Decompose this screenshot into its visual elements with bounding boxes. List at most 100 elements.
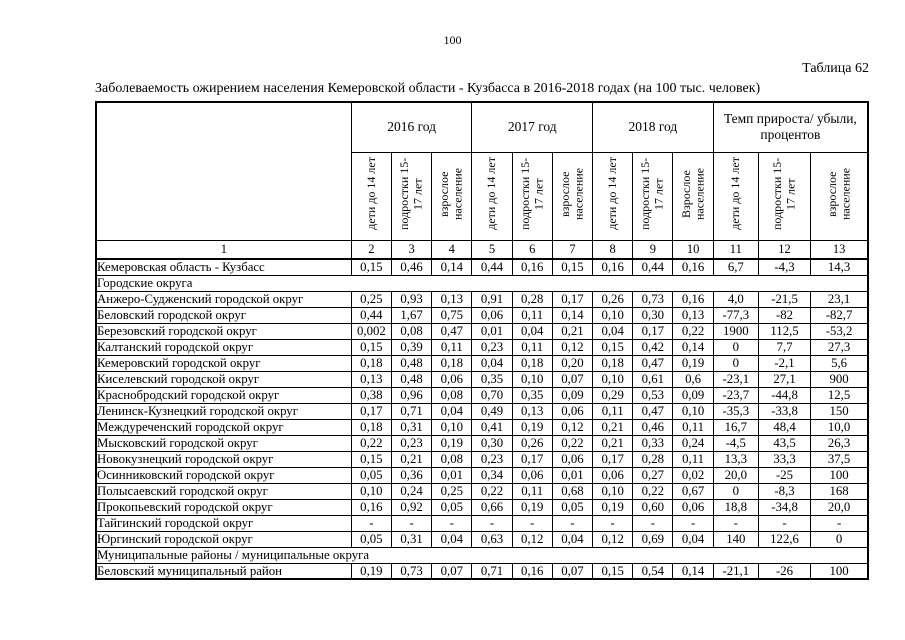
value-cell: 0,05 — [431, 498, 473, 516]
value-cell: 112,5 — [757, 322, 812, 340]
value-cell: 0,71 — [471, 562, 513, 580]
subheader-cell: Взрослое население — [672, 151, 714, 241]
subheader-cell: подростки 15-17 лет — [632, 151, 674, 241]
value-cell: 0,23 — [471, 450, 513, 468]
value-cell: 0,41 — [471, 418, 513, 436]
value-cell: -82 — [757, 306, 812, 324]
column-number-row: 1 2 3 4 5 6 7 8 9 10 11 12 13 — [95, 239, 869, 260]
value-cell: 0,18 — [592, 354, 634, 372]
subheader-teens-2018: подростки 15-17 лет — [638, 157, 666, 230]
subheader-children-2017: дети до 14 лет — [484, 157, 499, 230]
value-cell: 0,39 — [390, 338, 433, 356]
value-cell: 0,09 — [672, 386, 714, 404]
table-caption-number: Таблица 62 — [802, 61, 869, 76]
value-cell: 0,06 — [672, 498, 714, 516]
table-row: Полысаевский городской округ 0,10 0,24 0,25… — [95, 482, 869, 500]
value-cell: 0,47 — [632, 402, 674, 420]
page-number: 100 — [443, 33, 462, 47]
value-cell: 0,48 — [390, 354, 433, 372]
value-cell: 0,15 — [592, 562, 634, 580]
value-cell: 0,18 — [511, 354, 553, 372]
value-cell: 0,38 — [350, 386, 392, 404]
value-cell: 12,5 — [810, 386, 869, 404]
value-cell: 0,06 — [551, 402, 594, 420]
table-row: Кемеровская область - Кузбасс 0,15 0,46 0,1… — [95, 258, 869, 276]
value-cell: 0,06 — [471, 306, 513, 324]
value-cell: 0,21 — [592, 418, 634, 436]
value-cell: 0,18 — [350, 418, 392, 436]
value-cell: 0,01 — [471, 322, 513, 340]
value-cell: 0,08 — [431, 450, 473, 468]
column-number: 8 — [592, 239, 634, 260]
value-cell: 0,12 — [592, 530, 634, 548]
value-cell: -33,8 — [757, 402, 812, 420]
value-cell: -2,1 — [757, 354, 812, 372]
value-cell: 0,6 — [672, 370, 714, 388]
value-cell: 0,01 — [551, 466, 594, 484]
value-cell: 0,26 — [511, 434, 553, 452]
value-cell: 100 — [810, 562, 869, 580]
value-cell: 0,04 — [672, 530, 714, 548]
value-cell: 0,18 — [350, 354, 392, 372]
value-cell: 122,6 — [757, 530, 812, 548]
value-cell: 0,06 — [551, 450, 594, 468]
value-cell: 0,11 — [511, 338, 553, 356]
subheader-cell: взрослое население — [810, 151, 869, 241]
table-row: Новокузнецкий городской округ 0,15 0,21 0,0… — [95, 450, 869, 468]
value-cell: -8,3 — [757, 482, 812, 500]
value-cell: 0,42 — [632, 338, 674, 356]
value-cell: 0,19 — [350, 562, 392, 580]
value-cell: -4,3 — [757, 258, 812, 276]
year-header-2018: 2018 год — [592, 101, 714, 153]
value-cell: 0,15 — [350, 338, 392, 356]
content-area: Таблица 62 Заболеваемость ожирением насе… — [95, 60, 869, 580]
value-cell: 26,3 — [810, 434, 869, 452]
value-cell: 0,10 — [592, 370, 634, 388]
value-cell: 0,10 — [672, 402, 714, 420]
value-cell: 0,75 — [431, 306, 473, 324]
column-number: 3 — [390, 239, 433, 260]
value-cell: -21,1 — [712, 562, 759, 580]
value-cell: 0,60 — [632, 498, 674, 516]
row-label: Беловский муниципальный район — [95, 562, 352, 580]
value-cell: 0,69 — [632, 530, 674, 548]
section-row: Городские округа — [95, 274, 869, 292]
table-row: Юргинский городской округ 0,05 0,31 0,04 0,6… — [95, 530, 869, 548]
value-cell: 0,10 — [350, 482, 392, 500]
value-cell: 0,14 — [672, 562, 714, 580]
value-cell: 0,06 — [592, 466, 634, 484]
value-cell: 0 — [712, 338, 759, 356]
value-cell: -23,7 — [712, 386, 759, 404]
value-cell: 0,05 — [551, 498, 594, 516]
value-cell: 27,1 — [757, 370, 812, 388]
value-cell: 0,29 — [592, 386, 634, 404]
value-cell: 0,17 — [592, 450, 634, 468]
value-cell: 0,22 — [632, 482, 674, 500]
row-label: Тайгинский городской округ — [95, 514, 352, 532]
value-cell: 0,21 — [592, 434, 634, 452]
value-cell: 0,44 — [471, 258, 513, 276]
value-cell: 0,17 — [632, 322, 674, 340]
value-cell: 0,19 — [672, 354, 714, 372]
value-cell: -35,3 — [712, 402, 759, 420]
column-number: 12 — [757, 239, 812, 260]
row-label: Ленинск-Кузнецкий городской округ — [95, 402, 352, 420]
subheader-cell: подростки 15-17 лет — [390, 151, 433, 241]
value-cell: 0,24 — [672, 434, 714, 452]
value-cell: 0,67 — [672, 482, 714, 500]
table-body: Кемеровская область - Кузбасс 0,15 0,46 0,1… — [95, 258, 869, 580]
value-cell: 0,04 — [471, 354, 513, 372]
row-label: Мысковский городской округ — [95, 434, 352, 452]
value-cell: 0,44 — [350, 306, 392, 324]
value-cell: 0,31 — [390, 530, 433, 548]
row-label: Беловский городской округ — [95, 306, 352, 324]
value-cell: 0 — [712, 354, 759, 372]
value-cell: -82,7 — [810, 306, 869, 324]
value-cell: 0,11 — [672, 418, 714, 436]
value-cell: 0,25 — [431, 482, 473, 500]
value-cell: 13,3 — [712, 450, 759, 468]
value-cell: 0,15 — [350, 450, 392, 468]
value-cell: 0,05 — [350, 466, 392, 484]
table-row: Беловский муниципальный район 0,19 0,73 0,0… — [95, 562, 869, 580]
value-cell: 0,92 — [390, 498, 433, 516]
